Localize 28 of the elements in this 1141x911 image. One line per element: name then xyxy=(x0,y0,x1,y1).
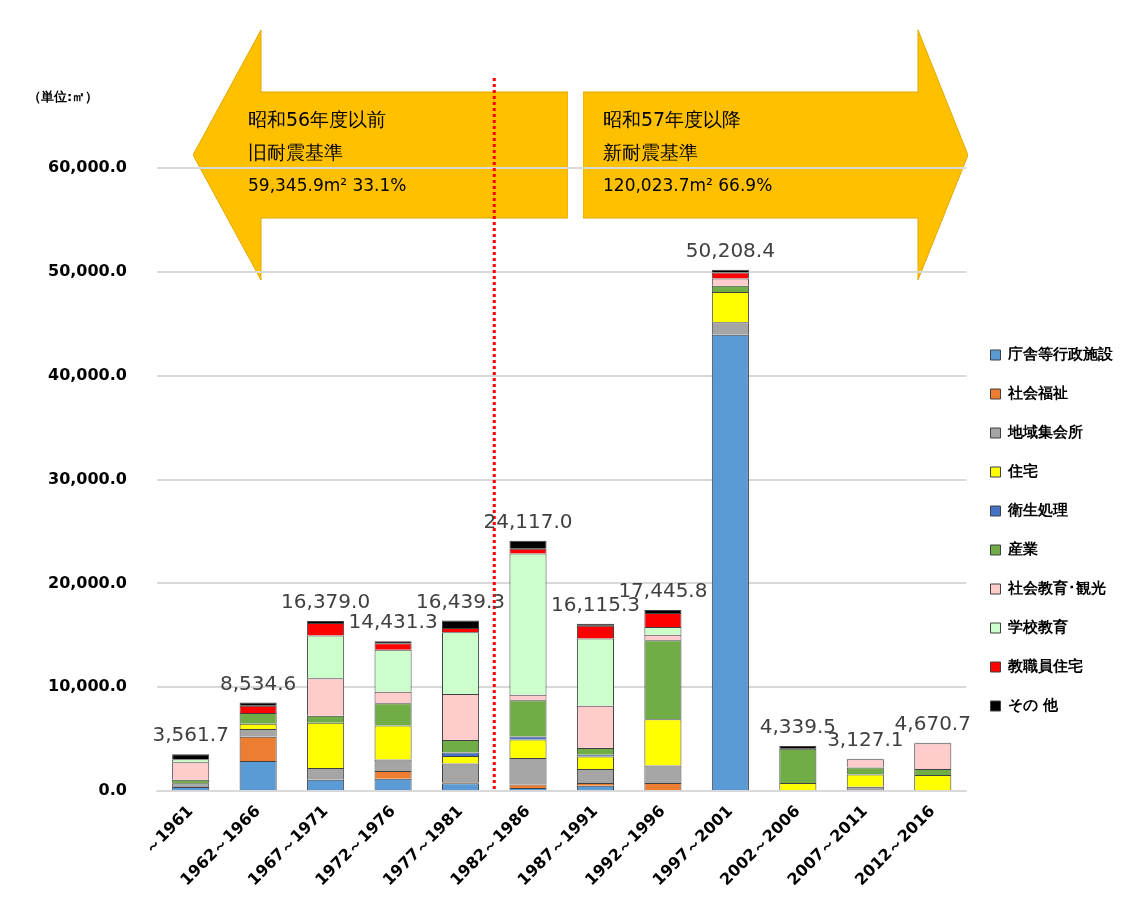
text: 旧耐震基準 xyxy=(248,140,344,165)
y-axis-title: （単位:㎡） xyxy=(28,88,99,106)
y-tick-label: 30,000.0 xyxy=(48,468,127,488)
total-label: 8,534.6 xyxy=(219,670,297,695)
total-label: 24,117.0 xyxy=(483,508,573,533)
legend-label: 学校教育 xyxy=(1008,617,1068,636)
y-tick-label: 50,000.0 xyxy=(48,261,127,281)
text: 新耐震基準 xyxy=(603,140,699,165)
y-tick-label: 40,000.0 xyxy=(48,364,127,384)
y-tick-label: 0.0 xyxy=(98,780,127,800)
legend-label: 庁舎等行政施設 xyxy=(1007,344,1114,363)
y-tick-label: 10,000.0 xyxy=(48,676,127,696)
y-tick-label: 60,000.0 xyxy=(48,157,127,177)
y-tick-label: 20,000.0 xyxy=(48,572,127,592)
total-label: 50,208.4 xyxy=(685,237,775,262)
legend-label: 衛生処理 xyxy=(1007,500,1068,519)
text: 昭和57年度以降 xyxy=(603,107,743,132)
total-label: 3,561.7 xyxy=(152,722,229,747)
legend-label: 産業 xyxy=(1007,539,1038,558)
legend-label: 地域集会所 xyxy=(1007,422,1083,441)
legend-label: 社会教育･観光 xyxy=(1007,578,1106,597)
text: 昭和56年度以前 xyxy=(248,107,388,132)
legend-label: 教職員住宅 xyxy=(1007,656,1083,675)
annotation: 120,023.7m² 66.9% xyxy=(603,174,773,197)
legend-label: 住宅 xyxy=(1007,461,1038,480)
legend-label: 社会福祉 xyxy=(1007,383,1068,402)
legend-label: その 他 xyxy=(1008,695,1060,714)
annotation: 59,345.9m² 33.1% xyxy=(248,174,407,197)
